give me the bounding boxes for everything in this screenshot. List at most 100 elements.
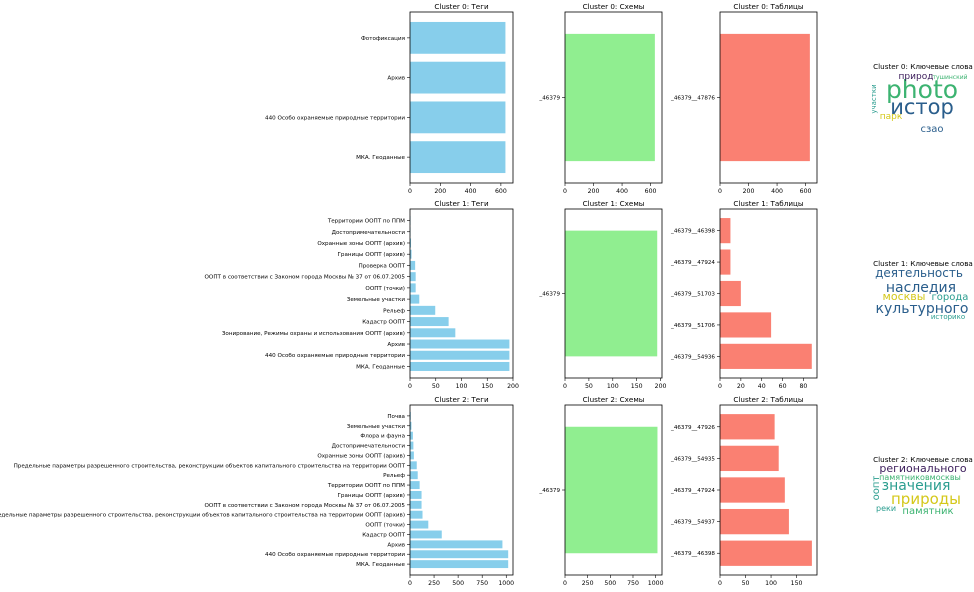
y-tick-label: МКА. Геоданные xyxy=(356,155,405,161)
y-tick-label: 440 Особо охраняемые природные территори… xyxy=(265,353,405,359)
cluster-0-tags-title: Cluster 0: Теги xyxy=(434,2,489,11)
bar xyxy=(410,520,429,529)
y-tick-label: Проверка ООПТ xyxy=(359,263,406,269)
cluster-0-tables-chart: Cluster 0: Таблицы _46379__47876 0 200 400 60… xyxy=(670,2,818,195)
y-tick-label: Почва xyxy=(387,414,405,420)
word-регионального: регионального xyxy=(879,462,967,475)
x-tick-label: 1000 xyxy=(648,580,664,587)
x-tick-label: 50 xyxy=(585,383,593,390)
x-tick-label: 50 xyxy=(742,580,750,587)
cluster-1-tags-title: Cluster 1: Теги xyxy=(434,199,489,208)
y-tick-label: МКА. Геоданные xyxy=(356,364,405,370)
y-tick-label: _46379__46398 xyxy=(670,229,715,235)
cluster-1-schemes-title: Cluster 1: Схемы xyxy=(583,199,645,208)
y-tick-label: _46379 xyxy=(538,96,560,102)
x-tick-label: 100 xyxy=(607,383,619,390)
x-tick-label: 200 xyxy=(434,188,446,195)
y-tick-label: Архив xyxy=(387,342,405,348)
bar xyxy=(720,414,775,440)
x-tick-label: 20 xyxy=(737,383,745,390)
y-tick-label: Границы ООПТ (архив) xyxy=(338,252,405,258)
word-деятельность: деятельность xyxy=(875,266,963,280)
cluster-2-tags-title: Cluster 2: Теги xyxy=(434,395,489,404)
bar xyxy=(720,33,810,162)
y-tick-label: _46379__47924 xyxy=(670,488,715,494)
y-tick-label: Кадастр ООПТ xyxy=(362,320,405,326)
x-tick-label: 400 xyxy=(465,188,477,195)
y-tick-label: Границы ООПТ (архив) xyxy=(338,493,405,499)
y-tick-label: _46379__46398 xyxy=(670,551,715,557)
word-реки: реки xyxy=(876,504,896,513)
bar xyxy=(410,451,414,460)
x-tick-label: 200 xyxy=(507,383,519,390)
bar xyxy=(410,550,509,559)
bar xyxy=(410,461,417,470)
x-tick-label: 750 xyxy=(476,580,488,587)
bar xyxy=(410,260,416,270)
bar xyxy=(720,508,789,535)
y-tick-label: Территории ООПТ по ППМ xyxy=(327,219,405,225)
x-tick-label: 1000 xyxy=(498,580,514,587)
bar xyxy=(720,218,731,244)
y-tick-label: Охранные зоны ООПТ (архив) xyxy=(317,241,405,247)
word-оопт: оопт xyxy=(871,476,882,501)
x-tick-label: 250 xyxy=(428,580,440,587)
x-tick-label: 0 xyxy=(408,383,412,390)
bar xyxy=(410,481,420,490)
cluster-0-schemes-chart: Cluster 0: Схемы _46379 0 200 400 600 xyxy=(538,2,663,195)
x-tick-label: 500 xyxy=(604,580,616,587)
y-tick-label: _46379 xyxy=(538,488,560,494)
axes-frame xyxy=(719,11,818,184)
x-tick-label: 0 xyxy=(563,383,567,390)
y-tick-label: _46379__51706 xyxy=(670,323,715,329)
word-тушинский: тушинский xyxy=(932,74,967,81)
x-tick-label: 80 xyxy=(800,383,808,390)
y-tick-label: Архив xyxy=(387,542,405,548)
y-tick-label: ООПТ (точки) xyxy=(365,286,405,292)
bar xyxy=(410,490,422,499)
word-культурного: культурного xyxy=(876,301,969,317)
word-москвы: москвы xyxy=(883,290,926,303)
cluster-2-tables-title: Cluster 2: Таблицы xyxy=(733,395,803,404)
bar xyxy=(410,560,509,569)
cluster-2-tables-chart: Cluster 2: Таблицы _46379__46398 _46379__5… xyxy=(670,395,818,587)
x-tick-label: 40 xyxy=(758,383,766,390)
bar xyxy=(410,61,506,94)
bar xyxy=(720,540,812,566)
axes-frame xyxy=(409,404,514,576)
bar xyxy=(720,312,772,338)
bar xyxy=(565,33,655,162)
x-tick-label: 100 xyxy=(456,383,468,390)
y-tick-label: _46379__51703 xyxy=(670,292,715,298)
y-tick-label: Достопримечательности xyxy=(332,230,406,236)
x-tick-label: 150 xyxy=(791,580,803,587)
y-tick-label: Фотофиксация xyxy=(361,36,405,42)
x-tick-label: 100 xyxy=(765,580,777,587)
word-города: города xyxy=(932,292,969,303)
x-tick-label: 750 xyxy=(627,580,639,587)
bar xyxy=(410,421,412,430)
y-tick-label: _46379__54935 xyxy=(670,456,715,462)
word-природы: природы xyxy=(891,490,961,508)
x-tick-label: 0 xyxy=(563,188,567,195)
y-tick-label: Охранные зоны ООПТ (архив) xyxy=(317,453,405,459)
x-tick-label: 250 xyxy=(582,580,594,587)
bar xyxy=(410,339,510,349)
bar xyxy=(410,530,442,539)
y-tick-label: _46379 xyxy=(538,292,560,298)
x-tick-label: 200 xyxy=(655,383,667,390)
cluster-2-tags-chart: Cluster 2: Теги МКА. Геоданные 440 Особо о… xyxy=(0,395,514,587)
x-tick-label: 0 xyxy=(718,383,722,390)
y-tick-label: Земельные участки xyxy=(347,424,406,430)
x-tick-label: 600 xyxy=(645,188,657,195)
y-tick-label: Архив xyxy=(387,76,405,82)
bar xyxy=(410,21,506,54)
word-памятниковмосквы: памятниковмосквы xyxy=(879,473,961,482)
x-tick-label: 200 xyxy=(588,188,600,195)
word-истор: истор xyxy=(890,95,954,119)
x-tick-label: 400 xyxy=(616,188,628,195)
y-tick-label: Предельные параметры разрешенного строит… xyxy=(14,463,406,469)
word-природ: природ xyxy=(899,72,934,82)
word-наследия: наследия xyxy=(886,280,956,296)
y-tick-label: Зонирование, Режимы охраны и использован… xyxy=(222,331,405,337)
